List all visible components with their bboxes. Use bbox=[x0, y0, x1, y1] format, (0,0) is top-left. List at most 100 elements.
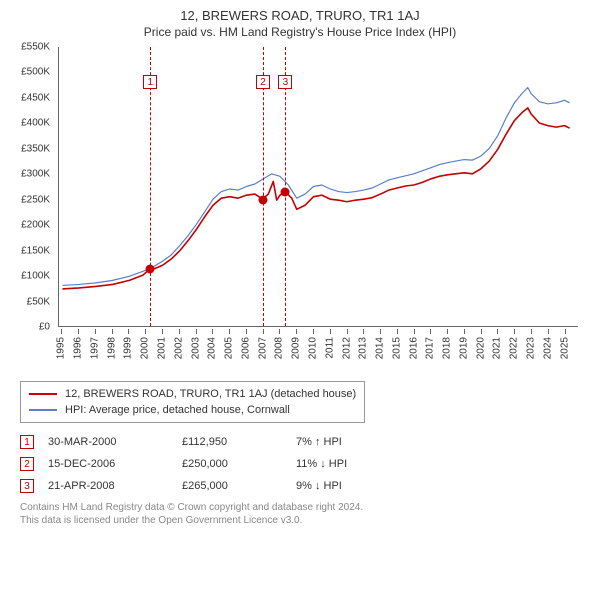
attribution-line1: Contains HM Land Registry data © Crown c… bbox=[20, 501, 590, 514]
x-tick-label: 2024 bbox=[542, 337, 553, 359]
attribution-line2: This data is licensed under the Open Gov… bbox=[20, 514, 590, 527]
x-tick-label: 1996 bbox=[73, 337, 84, 359]
event-diff: 11% ↓ HPI bbox=[296, 453, 406, 475]
sale-marker-dot bbox=[146, 265, 155, 274]
event-row: 3 21-APR-2008 £265,000 9% ↓ HPI bbox=[20, 475, 590, 497]
x-tick bbox=[112, 329, 113, 334]
sale-marker-dot bbox=[258, 195, 267, 204]
x-tick-label: 2007 bbox=[257, 337, 268, 359]
chart-container: 12, BREWERS ROAD, TRURO, TR1 1AJ Price p… bbox=[0, 0, 600, 590]
x-tick bbox=[363, 329, 364, 334]
event-price: £250,000 bbox=[182, 453, 282, 475]
x-tick-label: 2004 bbox=[207, 337, 218, 359]
y-tick-label: £350K bbox=[21, 143, 50, 154]
event-number: 3 bbox=[20, 479, 34, 493]
y-tick-label: £500K bbox=[21, 67, 50, 78]
y-tick-label: £50K bbox=[27, 296, 50, 307]
series-line bbox=[62, 108, 569, 289]
x-tick-label: 2021 bbox=[492, 337, 503, 359]
y-tick-label: £200K bbox=[21, 220, 50, 231]
chart-zone: £0£50K£100K£150K£200K£250K£300K£350K£400… bbox=[10, 47, 590, 377]
legend-row: 12, BREWERS ROAD, TRURO, TR1 1AJ (detach… bbox=[29, 386, 356, 402]
x-tick-label: 2010 bbox=[307, 337, 318, 359]
legend-swatch bbox=[29, 393, 57, 395]
legend-label: 12, BREWERS ROAD, TRURO, TR1 1AJ (detach… bbox=[65, 386, 356, 402]
x-tick bbox=[95, 329, 96, 334]
x-tick bbox=[212, 329, 213, 334]
plot-svg bbox=[59, 47, 578, 326]
x-tick-label: 2006 bbox=[240, 337, 251, 359]
event-price: £265,000 bbox=[182, 475, 282, 497]
x-tick bbox=[61, 329, 62, 334]
x-tick-label: 2011 bbox=[324, 337, 335, 359]
event-number: 1 bbox=[20, 435, 34, 449]
x-tick-label: 2013 bbox=[358, 337, 369, 359]
x-tick bbox=[397, 329, 398, 334]
x-tick-label: 1998 bbox=[106, 337, 117, 359]
event-date: 21-APR-2008 bbox=[48, 475, 168, 497]
x-tick-label: 2017 bbox=[425, 337, 436, 359]
event-diff: 9% ↓ HPI bbox=[296, 475, 406, 497]
x-tick bbox=[514, 329, 515, 334]
y-tick-label: £400K bbox=[21, 118, 50, 129]
x-tick-label: 2012 bbox=[341, 337, 352, 359]
x-tick-label: 2019 bbox=[458, 337, 469, 359]
plot-area: 1 23 bbox=[58, 47, 578, 327]
x-tick-label: 2015 bbox=[391, 337, 402, 359]
x-tick bbox=[179, 329, 180, 334]
sale-marker-number: 1 bbox=[143, 75, 157, 89]
x-tick bbox=[330, 329, 331, 334]
x-tick-label: 2022 bbox=[509, 337, 520, 359]
x-tick bbox=[128, 329, 129, 334]
x-tick-label: 1997 bbox=[89, 337, 100, 359]
x-tick bbox=[464, 329, 465, 334]
x-tick-label: 2025 bbox=[559, 337, 570, 359]
x-tick-label: 1999 bbox=[123, 337, 134, 359]
legend-label: HPI: Average price, detached house, Corn… bbox=[65, 402, 290, 418]
x-tick bbox=[548, 329, 549, 334]
sale-marker-number: 2 bbox=[256, 75, 270, 89]
attribution: Contains HM Land Registry data © Crown c… bbox=[20, 501, 590, 527]
x-tick bbox=[229, 329, 230, 334]
legend: 12, BREWERS ROAD, TRURO, TR1 1AJ (detach… bbox=[20, 381, 365, 423]
chart-title: 12, BREWERS ROAD, TRURO, TR1 1AJ bbox=[10, 8, 590, 23]
sale-marker-dot bbox=[281, 188, 290, 197]
x-tick bbox=[430, 329, 431, 334]
series-line bbox=[62, 88, 569, 286]
sale-marker-number: 3 bbox=[278, 75, 292, 89]
x-tick-label: 2014 bbox=[375, 337, 386, 359]
x-axis-labels: 1995199619971998199920002001200220032004… bbox=[58, 329, 578, 377]
y-tick-label: £0 bbox=[39, 322, 50, 333]
x-tick-label: 2009 bbox=[291, 337, 302, 359]
x-tick bbox=[263, 329, 264, 334]
y-tick-label: £250K bbox=[21, 194, 50, 205]
x-tick bbox=[447, 329, 448, 334]
x-tick-label: 2016 bbox=[408, 337, 419, 359]
x-tick-label: 2008 bbox=[274, 337, 285, 359]
y-axis-labels: £0£50K£100K£150K£200K£250K£300K£350K£400… bbox=[10, 47, 54, 327]
x-tick-label: 2023 bbox=[526, 337, 537, 359]
x-tick-label: 2001 bbox=[157, 337, 168, 359]
legend-swatch bbox=[29, 409, 57, 411]
y-tick-label: £550K bbox=[21, 42, 50, 53]
x-tick bbox=[246, 329, 247, 334]
x-tick-label: 2020 bbox=[475, 337, 486, 359]
x-tick-label: 2000 bbox=[140, 337, 151, 359]
x-tick bbox=[531, 329, 532, 334]
event-row: 130-MAR-2000£112,9507% ↑ HPI bbox=[20, 431, 590, 453]
event-diff: 7% ↑ HPI bbox=[296, 431, 406, 453]
y-tick-label: £150K bbox=[21, 245, 50, 256]
x-tick bbox=[296, 329, 297, 334]
event-number: 2 bbox=[20, 457, 34, 471]
x-tick-label: 2018 bbox=[442, 337, 453, 359]
event-date: 15-DEC-2006 bbox=[48, 453, 168, 475]
x-tick bbox=[162, 329, 163, 334]
event-date: 30-MAR-2000 bbox=[48, 431, 168, 453]
chart-subtitle: Price paid vs. HM Land Registry's House … bbox=[10, 25, 590, 39]
x-tick-label: 2003 bbox=[190, 337, 201, 359]
x-tick bbox=[380, 329, 381, 334]
x-tick bbox=[347, 329, 348, 334]
x-tick-label: 1995 bbox=[56, 337, 67, 359]
y-tick-label: £300K bbox=[21, 169, 50, 180]
x-tick bbox=[497, 329, 498, 334]
